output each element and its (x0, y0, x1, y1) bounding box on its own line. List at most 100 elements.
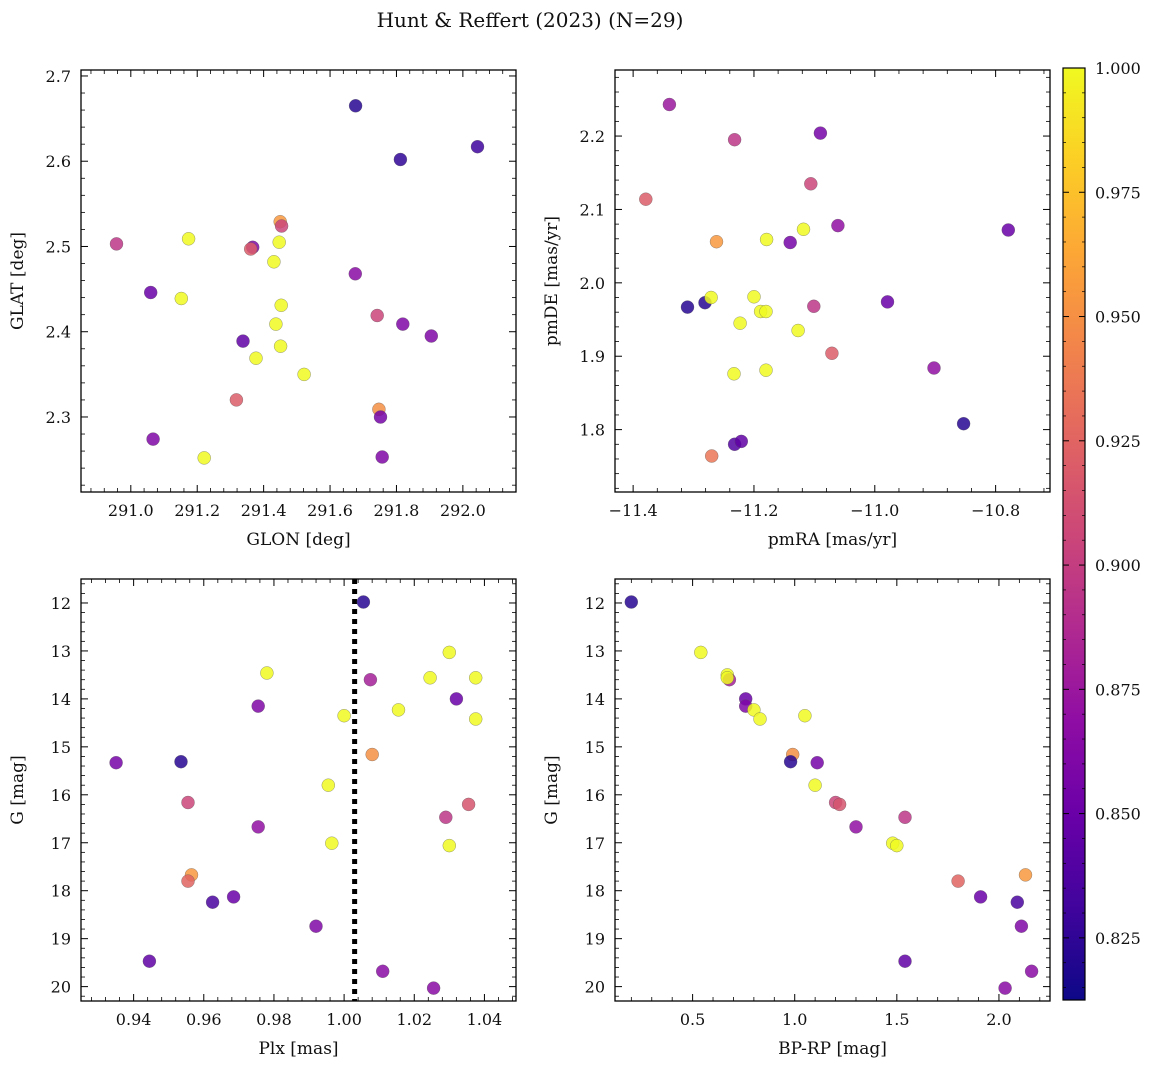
scatter-point (423, 671, 437, 685)
x-tick-label: 291.8 (374, 501, 420, 520)
scatter-point (783, 754, 798, 769)
y-tick-label: 2.5 (46, 237, 71, 256)
scatter-point (734, 434, 749, 449)
colorbar-tick-label: 1.000 (1095, 59, 1141, 78)
y-tick-label: 15 (51, 738, 71, 757)
colorbar-tick-label: 0.975 (1095, 183, 1141, 202)
scatter-point (727, 367, 741, 381)
colorbar-tick-label: 0.850 (1095, 805, 1141, 824)
y-tick-label: 16 (585, 786, 605, 805)
scatter-point (759, 232, 774, 247)
scatter-point (143, 285, 158, 300)
y-tick-label: 20 (51, 978, 71, 997)
scatter-point (1001, 223, 1016, 237)
x-tick-label: 291.0 (108, 501, 154, 520)
scatter-point (442, 645, 457, 660)
x-axis-label: pmRA [mas/yr] (768, 530, 897, 550)
axes-frame (80, 69, 517, 493)
scatter-point (426, 981, 441, 995)
x-tick-label: 0.94 (116, 1010, 152, 1029)
scatter-point (798, 708, 812, 723)
axes-frame (80, 578, 517, 1002)
scatter-point (272, 235, 286, 249)
scatter-point (973, 890, 988, 904)
scatter-point (1014, 919, 1029, 933)
x-tick-label: −11.4 (609, 501, 658, 520)
colorbar-gradient (1062, 67, 1086, 1001)
scatter-point (733, 316, 747, 330)
y-tick-label: 2.2 (580, 127, 605, 146)
scatter-point (927, 361, 941, 375)
scatter-point (624, 595, 639, 609)
scatter-point (439, 810, 453, 825)
colorbar-tick-label: 0.875 (1095, 680, 1141, 699)
x-tick-label: 0.96 (186, 1010, 222, 1029)
scatter-point (393, 152, 408, 167)
scatter-point (662, 97, 677, 112)
scatter-point (470, 139, 485, 154)
scatter-point (956, 416, 971, 431)
scatter-point (807, 299, 821, 314)
scatter-point (109, 237, 124, 251)
scatter-point (269, 317, 283, 331)
y-tick-label: 14 (585, 690, 605, 709)
scatter-point (236, 334, 250, 348)
scatter-point (174, 754, 188, 769)
scatter-point (810, 755, 824, 770)
x-tick-label: 1.02 (396, 1010, 432, 1029)
scatter-point (831, 218, 845, 233)
scatter-point (709, 234, 724, 249)
colorbar: 0.825 0.850 0.875 0.900 0.925 0.950 0.975 1.000 (1062, 59, 1141, 1001)
x-tick-label: 1.00 (326, 1010, 362, 1029)
scatter-point (747, 290, 761, 304)
x-axis-label: Plx [mas] (258, 1039, 338, 1059)
y-tick-label: 12 (51, 594, 71, 613)
y-tick-label: 2.6 (46, 152, 71, 171)
scatter-point (205, 895, 220, 909)
scatter-point (951, 874, 965, 888)
scatter-point (249, 351, 263, 365)
x-tick-label: 291.6 (307, 501, 353, 520)
scatter-point (461, 797, 476, 812)
scatter-point (109, 755, 123, 770)
scatter-point (321, 778, 336, 792)
x-tick-label: 2.0 (986, 1010, 1011, 1029)
scatter-point (449, 692, 464, 706)
y-tick-label: 14 (51, 690, 71, 709)
scatter-point (337, 708, 351, 723)
scatter-point (727, 132, 742, 147)
y-tick-label: 17 (585, 834, 605, 853)
scatter-point (391, 703, 406, 717)
scatter-point (1018, 868, 1033, 882)
scatter-point (267, 255, 281, 269)
x-tick-label: 1.04 (467, 1010, 503, 1029)
scatter-point (880, 295, 895, 309)
y-tick-label: 13 (51, 642, 71, 661)
chart-title: Hunt & Reffert (2023) (N=29) (377, 8, 684, 32)
y-tick-label: 13 (585, 642, 605, 661)
x-axis-label: BP-RP [mag] (778, 1039, 887, 1059)
scatter-point (825, 346, 839, 361)
scatter-point (832, 797, 847, 812)
y-tick-label: 2.7 (46, 67, 71, 86)
y-axis-label: pmDE [mas/yr] (542, 216, 562, 346)
x-tick-label: −10.8 (971, 501, 1020, 520)
scatter-point (363, 672, 378, 687)
scatter-point (251, 699, 265, 713)
scatter-point (791, 323, 805, 338)
x-tick-label: 1.0 (782, 1010, 807, 1029)
y-tick-label: 19 (51, 930, 71, 949)
x-tick-label: 291.4 (241, 501, 287, 520)
scatter-point (373, 410, 388, 424)
x-tick-label: 291.2 (174, 501, 220, 520)
y-tick-label: 2.4 (46, 323, 71, 342)
scatter-point (898, 954, 912, 968)
scatter-point (365, 747, 379, 762)
y-tick-label: 17 (51, 834, 71, 853)
scatter-point (890, 838, 904, 853)
scatter-point (181, 795, 195, 810)
y-tick-label: 16 (51, 786, 71, 805)
scatter-point (759, 363, 773, 377)
y-axis-label: G [mag] (542, 755, 562, 824)
x-tick-label: −11.2 (729, 501, 778, 520)
